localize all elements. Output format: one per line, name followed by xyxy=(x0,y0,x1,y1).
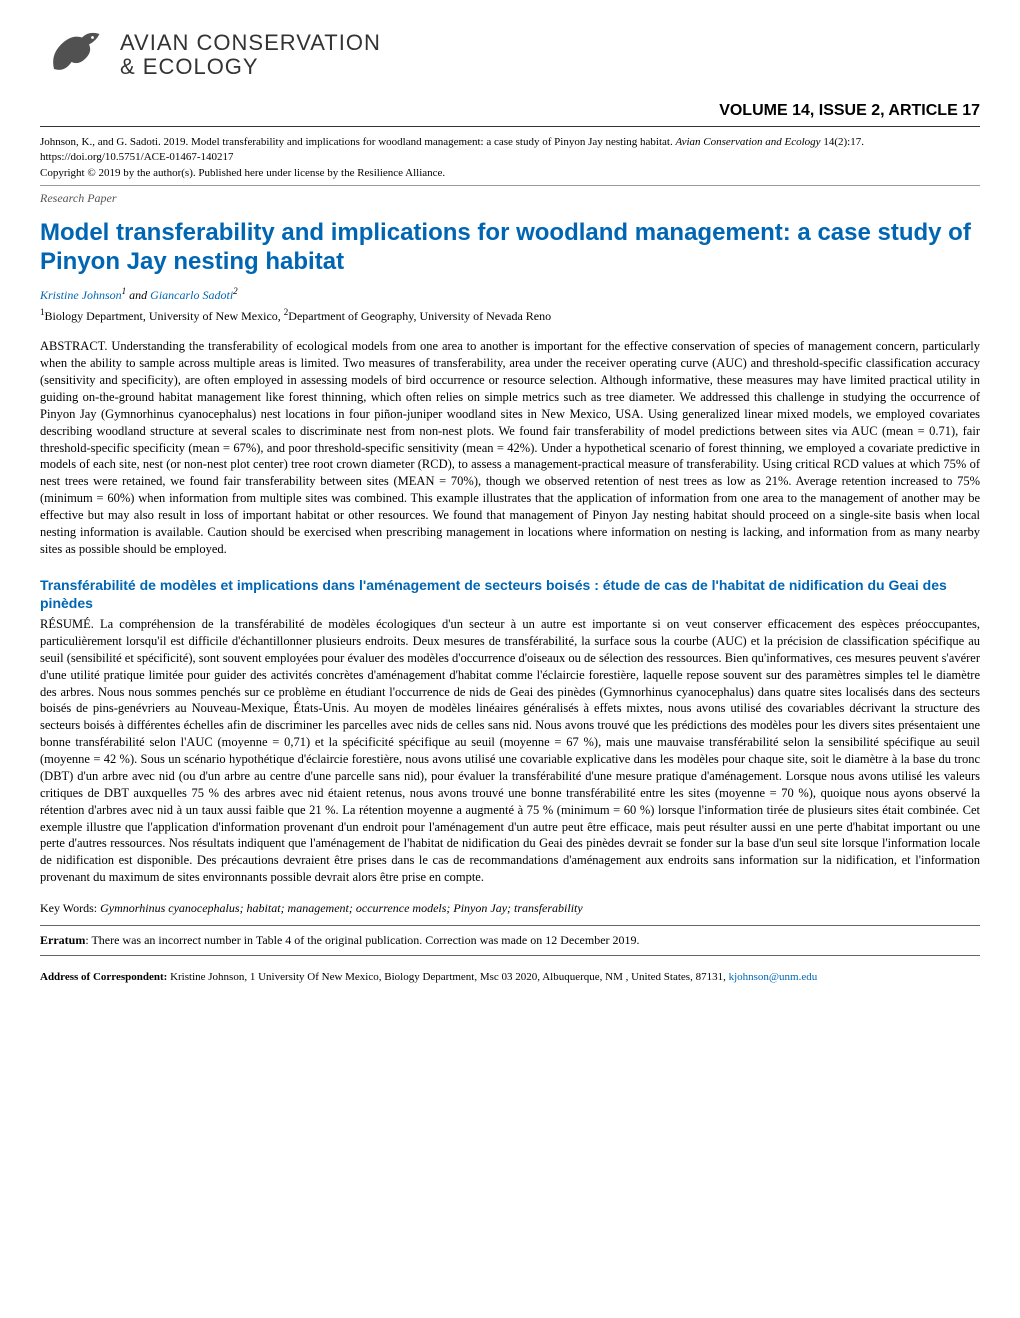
erratum-box: Erratum: There was an incorrect number i… xyxy=(40,925,980,956)
article-title: Model transferability and implications f… xyxy=(40,219,980,277)
resume-label: RÉSUMÉ. xyxy=(40,617,100,631)
author-sup-2: 2 xyxy=(233,286,238,296)
author-sep: and xyxy=(126,288,150,302)
erratum-label: Erratum xyxy=(40,933,85,947)
keywords-text: Gymnorhinus cyanocephalus; habitat; mana… xyxy=(100,901,583,915)
erratum-text: : There was an incorrect number in Table… xyxy=(85,933,639,947)
author-list: Kristine Johnson1 and Giancarlo Sadoti2 xyxy=(40,285,980,304)
citation-block: Johnson, K., and G. Sadoti. 2019. Model … xyxy=(40,135,980,164)
french-title: Transférabilité de modèles et implicatio… xyxy=(40,576,980,612)
abstract-text: Understanding the transferability of eco… xyxy=(40,339,980,556)
correspondent-block: Address of Correspondent: Kristine Johns… xyxy=(40,970,980,984)
affiliation-1: Biology Department, University of New Me… xyxy=(45,309,284,323)
resume-text: La compréhension de la transférabilité d… xyxy=(40,617,980,884)
correspondent-label: Address of Correspondent: xyxy=(40,971,170,983)
keywords-label: Key Words: xyxy=(40,901,100,915)
paper-type-label: Research Paper xyxy=(40,190,980,207)
resume-block: RÉSUMÉ. La compréhension de la transféra… xyxy=(40,616,980,886)
citation-journal: Avian Conservation and Ecology xyxy=(675,136,820,148)
citation-authors-title: Johnson, K., and G. Sadoti. 2019. Model … xyxy=(40,136,673,148)
abstract-block: ABSTRACT. Understanding the transferabil… xyxy=(40,338,980,557)
copyright-line: Copyright © 2019 by the author(s). Publi… xyxy=(40,166,980,181)
journal-name-line1: AVIAN CONSERVATION xyxy=(120,31,381,55)
keywords-block: Key Words: Gymnorhinus cyanocephalus; ha… xyxy=(40,900,980,917)
affiliations: 1Biology Department, University of New M… xyxy=(40,306,980,325)
volume-issue-header: VOLUME 14, ISSUE 2, ARTICLE 17 xyxy=(40,100,980,127)
correspondent-text: Kristine Johnson, 1 University Of New Me… xyxy=(170,971,729,983)
affiliation-2: Department of Geography, University of N… xyxy=(288,309,551,323)
correspondent-email-link[interactable]: kjohnson@unm.edu xyxy=(729,971,818,983)
abstract-label: ABSTRACT. xyxy=(40,339,111,353)
divider xyxy=(40,185,980,186)
journal-name-line2: & ECOLOGY xyxy=(120,55,381,79)
journal-logo: AVIAN CONSERVATION & ECOLOGY xyxy=(40,20,980,90)
author-link-1[interactable]: Kristine Johnson xyxy=(40,288,122,302)
journal-name: AVIAN CONSERVATION & ECOLOGY xyxy=(120,31,381,79)
bird-logo-icon xyxy=(40,20,110,90)
author-link-2[interactable]: Giancarlo Sadoti xyxy=(150,288,233,302)
